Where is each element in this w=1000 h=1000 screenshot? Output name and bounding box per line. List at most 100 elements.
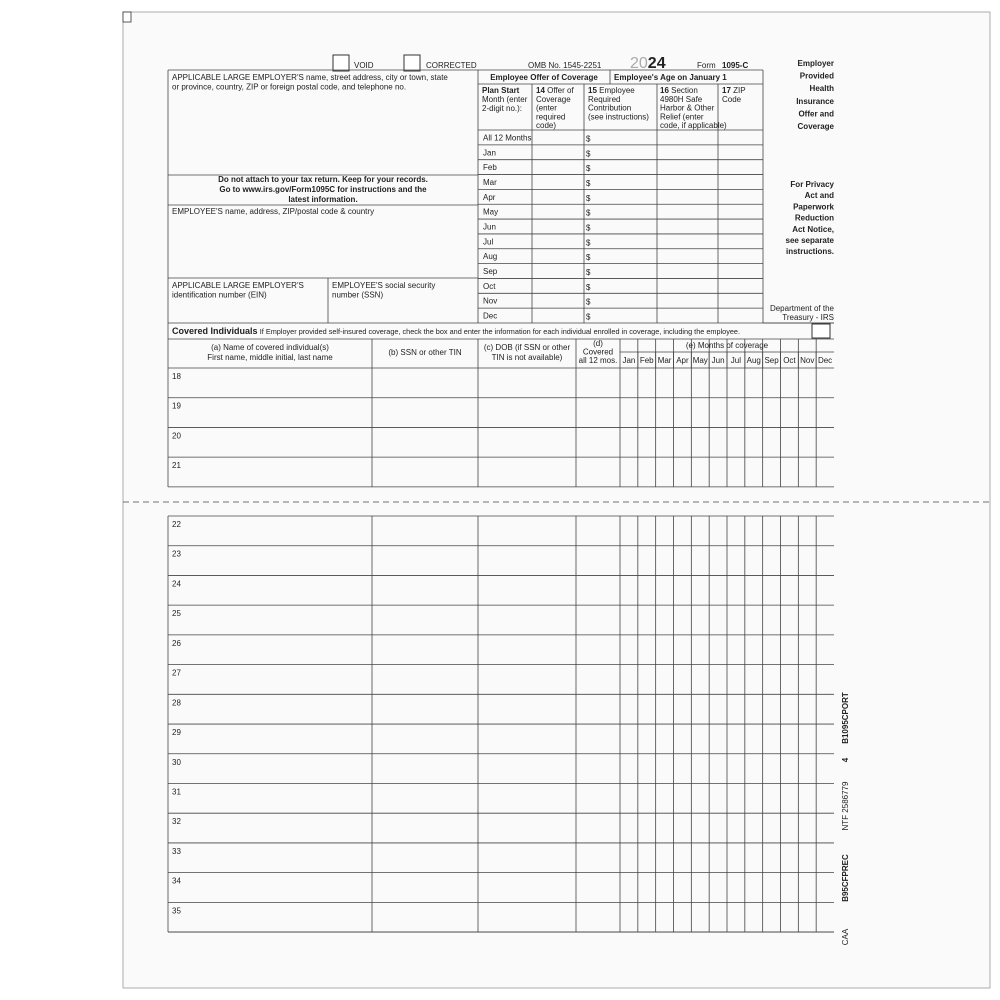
self-insured-checkbox[interactable] — [811, 323, 831, 339]
label-part: If Employer provided self-insured covera… — [260, 327, 740, 336]
column-header: 15 Employee — [588, 86, 635, 95]
form-texts: VOID CORRECTED OMB No. 1545-2251 2024 Form 10… — [172, 55, 850, 945]
col-a-header: First name, middle initial, last name — [207, 353, 333, 362]
col-d-header: (d) — [593, 339, 603, 348]
col-e-header: (e) Months of coverage — [686, 341, 769, 350]
month-label: Jan — [483, 148, 496, 157]
col-c-header: TIN is not available) — [492, 353, 563, 362]
dollar-sign: $ — [586, 253, 591, 262]
employer-name-label: or province, country, ZIP or foreign pos… — [172, 83, 406, 92]
column-header: (see instructions) — [588, 112, 649, 121]
column-header: 14 Offer of — [536, 86, 574, 95]
ssn-label: number (SSN) — [332, 291, 383, 300]
dollar-sign: $ — [586, 238, 591, 247]
margin-code: CAA — [841, 928, 850, 945]
month-label: Oct — [483, 282, 496, 291]
privacy-notice: For Privacy — [790, 180, 834, 189]
month-label: Aug — [483, 252, 497, 261]
row-number: 23 — [172, 550, 181, 559]
row-number: 21 — [172, 461, 181, 470]
column-header: Contribution — [588, 104, 631, 113]
page-border — [122, 11, 991, 989]
row-number: 32 — [172, 817, 181, 826]
omb-number: OMB No. 1545-2251 — [528, 61, 602, 70]
month-label: Nov — [483, 297, 497, 306]
col-c-header: (c) DOB (if SSN or other — [484, 343, 571, 352]
column-header: code, if applicable) — [660, 121, 727, 130]
month-label: Sep — [483, 267, 498, 276]
notice: Go to www.irs.gov/Form1095C for instruct… — [219, 185, 427, 194]
column-header: Coverage — [536, 95, 571, 104]
dollar-sign: $ — [586, 224, 591, 233]
column-header: required — [536, 112, 565, 121]
month-header: Sep — [764, 356, 779, 365]
label-part: 17 — [722, 86, 731, 95]
row-number: 24 — [172, 579, 181, 588]
row-number: 30 — [172, 758, 181, 767]
month-label: Dec — [483, 312, 497, 321]
column-header: 4980H Safe — [660, 95, 703, 104]
label-part: Offer of — [547, 86, 574, 95]
void-label: VOID — [354, 61, 374, 70]
privacy-notice: Paperwork — [793, 202, 834, 211]
dollar-sign: $ — [586, 298, 591, 307]
col-d-header: Covered — [583, 348, 613, 357]
month-header: Dec — [818, 356, 832, 365]
form-number: 1095-C — [722, 61, 748, 70]
month-header: Jun — [712, 356, 725, 365]
column-header: Code — [722, 95, 742, 104]
dollar-sign: $ — [586, 164, 591, 173]
offer-group-label: Employee Offer of Coverage — [490, 73, 598, 82]
form-label: Form — [697, 61, 716, 70]
column-header: (enter — [536, 104, 557, 113]
row-number: 25 — [172, 609, 181, 618]
department: Department of the — [770, 304, 835, 313]
month-label: Apr — [483, 193, 496, 202]
margin-code: 4 — [841, 757, 850, 762]
month-header: Aug — [747, 356, 761, 365]
col-b-header: (b) SSN or other TIN — [388, 348, 461, 357]
column-header: 16 Section — [660, 86, 698, 95]
row-number: 33 — [172, 847, 181, 856]
row-number: 35 — [172, 906, 181, 915]
privacy-notice: Act and — [805, 191, 834, 200]
row-number: 27 — [172, 669, 181, 678]
row-number: 20 — [172, 431, 181, 440]
column-header: Harbor & Other — [660, 104, 715, 113]
age-group-label: Employee's Age on January 1 — [614, 73, 727, 82]
month-header: Jan — [622, 356, 635, 365]
row-number: 29 — [172, 728, 181, 737]
ssn-label: EMPLOYEE'S social security — [332, 281, 435, 290]
margin-code: NTF 2586779 — [841, 781, 850, 830]
row-number: 34 — [172, 877, 181, 886]
row-number: 31 — [172, 787, 181, 796]
month-header: Jul — [731, 356, 741, 365]
col-a-header: (a) Name of covered individual(s) — [211, 343, 329, 352]
tax-year: 2024 — [630, 55, 666, 72]
label-part: Employee — [599, 86, 635, 95]
dollar-sign: $ — [586, 194, 591, 203]
employer-name-label: APPLICABLE LARGE EMPLOYER'S name, street… — [172, 73, 448, 82]
col-d-header: all 12 mos. — [579, 356, 618, 365]
dollar-sign: $ — [586, 268, 591, 277]
row-number: 19 — [172, 402, 181, 411]
label-part: 20 — [630, 55, 648, 72]
column-header: 17 ZIP — [722, 86, 746, 95]
month-header: Oct — [783, 356, 796, 365]
label-part: 15 — [588, 86, 597, 95]
form-title: Health — [810, 84, 835, 93]
month-header: Apr — [676, 356, 689, 365]
month-header: May — [693, 356, 708, 365]
month-label: Mar — [483, 178, 497, 187]
column-header: Relief (enter — [660, 112, 704, 121]
dollar-sign: $ — [586, 209, 591, 218]
month-label: Jun — [483, 223, 496, 232]
corrected-checkbox[interactable] — [403, 54, 421, 72]
plan-start-label: Month (enter — [482, 95, 528, 104]
corner-box — [122, 11, 132, 23]
dollar-sign: $ — [586, 283, 591, 292]
notice: Do not attach to your tax return. Keep f… — [218, 175, 428, 184]
label-part: 14 — [536, 86, 545, 95]
void-checkbox[interactable] — [332, 54, 350, 72]
